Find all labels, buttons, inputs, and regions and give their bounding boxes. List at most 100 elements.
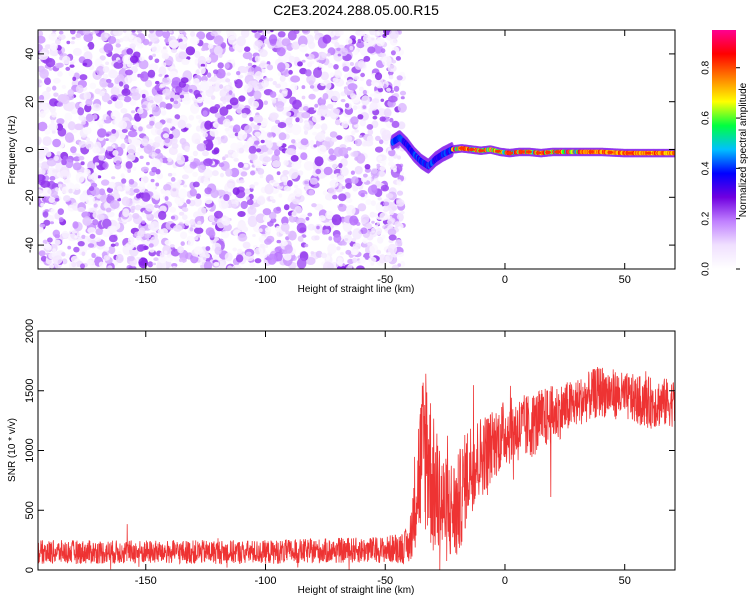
noise-speckle <box>329 179 339 188</box>
noise-speckle <box>203 261 213 269</box>
noise-speckle <box>354 156 359 161</box>
noise-speckle <box>168 133 174 139</box>
noise-speckle <box>277 122 287 129</box>
noise-speckle <box>237 162 244 168</box>
noise-speckle <box>225 104 233 110</box>
noise-speckle <box>162 30 171 39</box>
noise-speckle <box>249 184 255 189</box>
noise-speckle <box>94 237 102 243</box>
noise-speckle <box>301 112 311 119</box>
noise-speckle <box>181 58 190 65</box>
noise-speckle <box>200 264 205 269</box>
noise-speckle <box>160 107 165 112</box>
noise-speckle <box>149 99 154 104</box>
noise-speckle <box>240 200 248 210</box>
noise-speckle <box>349 45 354 51</box>
noise-speckle <box>186 199 191 205</box>
noise-speckle <box>305 53 309 57</box>
noise-speckle <box>272 181 279 187</box>
noise-speckle <box>190 31 196 37</box>
noise-speckle <box>138 257 148 269</box>
signal-peak <box>645 151 652 155</box>
noise-speckle <box>259 49 268 58</box>
noise-speckle <box>328 148 335 155</box>
noise-speckle <box>204 187 213 195</box>
noise-speckle <box>57 71 63 77</box>
noise-speckle <box>187 240 194 247</box>
noise-speckle <box>115 43 121 48</box>
noise-speckle <box>224 252 233 262</box>
noise-speckle <box>82 126 92 135</box>
noise-speckle <box>296 257 307 269</box>
noise-speckle <box>152 141 160 148</box>
noise-speckle <box>131 30 136 33</box>
noise-speckle <box>222 156 226 161</box>
noise-speckle <box>192 150 198 157</box>
noise-speckle <box>309 177 318 185</box>
noise-speckle <box>333 64 339 70</box>
noise-speckle <box>262 156 272 163</box>
noise-speckle <box>394 221 401 228</box>
noise-speckle <box>238 233 248 242</box>
noise-speckle <box>269 112 279 120</box>
noise-speckle <box>304 180 309 185</box>
noise-speckle <box>200 63 206 67</box>
noise-speckle <box>40 202 45 207</box>
noise-speckle <box>148 243 154 248</box>
noise-speckle <box>214 210 223 219</box>
noise-speckle <box>154 122 163 129</box>
noise-speckle <box>381 129 392 141</box>
noise-speckle <box>89 186 95 192</box>
noise-speckle <box>44 244 52 251</box>
noise-speckle <box>396 251 405 257</box>
noise-speckle <box>324 193 335 201</box>
noise-speckle <box>350 116 359 125</box>
noise-speckle <box>359 119 367 127</box>
noise-speckle <box>65 253 71 259</box>
noise-speckle <box>249 205 254 210</box>
noise-speckle <box>253 124 260 131</box>
noise-speckle <box>364 164 371 170</box>
noise-speckle <box>170 215 176 220</box>
noise-speckle <box>379 165 386 172</box>
noise-speckle <box>169 244 175 248</box>
spectrogram-signal <box>390 130 675 174</box>
noise-speckle <box>138 126 143 132</box>
noise-speckle <box>393 85 400 92</box>
noise-speckle <box>226 31 237 41</box>
noise-speckle <box>260 139 265 144</box>
noise-speckle <box>320 71 329 81</box>
noise-speckle <box>268 34 278 45</box>
noise-speckle <box>99 124 104 129</box>
noise-speckle <box>129 99 137 106</box>
noise-speckle <box>316 131 326 142</box>
noise-speckle <box>72 76 77 81</box>
noise-speckle <box>59 169 70 179</box>
noise-speckle <box>105 61 110 66</box>
noise-speckle <box>241 112 248 119</box>
spectrogram-y-label: Frequency (Hz) <box>7 116 18 185</box>
noise-speckle <box>214 112 222 119</box>
noise-speckle <box>40 102 48 111</box>
noise-speckle <box>388 95 398 103</box>
noise-speckle <box>83 91 92 101</box>
noise-speckle <box>390 50 396 56</box>
noise-speckle <box>248 153 258 161</box>
noise-speckle <box>334 119 341 126</box>
noise-speckle <box>377 236 384 244</box>
noise-speckle <box>400 171 405 176</box>
noise-speckle <box>268 211 277 220</box>
noise-speckle <box>236 71 241 76</box>
noise-speckle <box>363 173 368 178</box>
noise-speckle <box>326 52 331 57</box>
noise-speckle <box>370 168 380 179</box>
noise-speckle <box>112 192 120 200</box>
noise-speckle <box>205 227 215 236</box>
spectrogram-panel: -150 -100 -50 0 50 -40 -20 0 20 40 Height of str… <box>7 29 676 295</box>
noise-speckle <box>127 168 131 173</box>
noise-speckle <box>230 142 239 151</box>
noise-speckle <box>315 250 323 258</box>
noise-speckle <box>224 127 230 132</box>
noise-speckle <box>107 82 114 88</box>
noise-speckle <box>288 167 299 179</box>
